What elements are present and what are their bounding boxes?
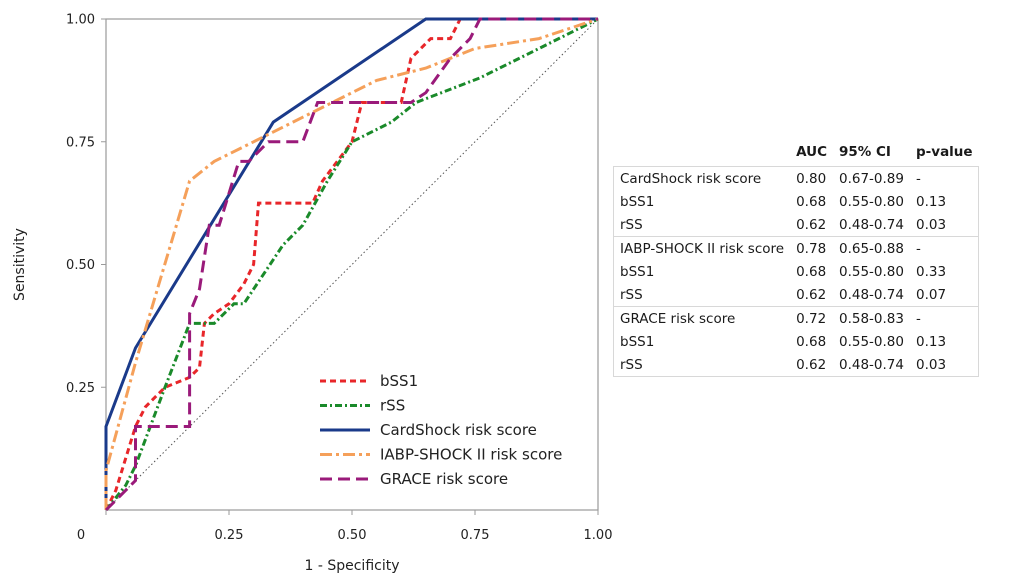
series-layer xyxy=(104,17,599,512)
ci-cell: 0.55-0.80 xyxy=(839,333,904,350)
ci-cell: 0.67-0.89 xyxy=(833,166,910,190)
legend-label-1: rSS xyxy=(380,397,405,415)
y-tick-label: 0.25 xyxy=(66,381,95,396)
table-row: bSS1 0.68 0.55-0.80 0.13 xyxy=(613,190,980,213)
table-row: CardShock risk score 0.80 0.67-0.89- xyxy=(613,166,980,190)
table-row: rSS 0.62 0.48-0.74 0.03 xyxy=(613,213,980,237)
y-tick-label: 0.50 xyxy=(66,258,95,273)
x-tick-label: 0.75 xyxy=(461,528,490,543)
axes: 0 0.25 0.50 0.75 1.00 0.25 0.50 0.75 1.00 1 - Spe… xyxy=(12,13,612,575)
auc-cell: 0.68 xyxy=(796,193,827,210)
legend: bSS1 rSS CardShock risk score IABP-SHOCK II… xyxy=(320,372,562,488)
series-line-0 xyxy=(104,17,598,511)
p-value-cell: - xyxy=(910,236,980,260)
y-tick-label: 1.00 xyxy=(66,13,95,28)
ci-cell: 0.65-0.88 xyxy=(833,236,910,260)
p-value-cell: 0.03 xyxy=(910,353,980,377)
x-tick-label: 0.25 xyxy=(215,528,244,543)
p-value-cell: - xyxy=(910,306,980,330)
x-axis-title: 1 - Specificity xyxy=(304,558,399,574)
series-line-1 xyxy=(104,17,599,511)
auc-cell: 0.62 xyxy=(790,353,833,377)
row-label: CardShock risk score xyxy=(613,166,791,190)
p-value-cell: 0.07 xyxy=(910,283,980,307)
legend-label-0: bSS1 xyxy=(380,372,418,390)
auc-cell: 0.78 xyxy=(790,236,833,260)
y-axis-title: Sensitivity xyxy=(12,228,28,301)
ci-cell: 0.48-0.74 xyxy=(839,286,904,303)
auc-cell: 0.72 xyxy=(790,306,833,330)
header-p-value: p-value xyxy=(916,144,973,160)
auc-cell: 0.62 xyxy=(796,216,827,233)
y-tick-label: 0.75 xyxy=(66,135,95,150)
row-label: bSS1 xyxy=(613,330,791,353)
ci-cell: 0.55-0.80 xyxy=(839,263,904,280)
row-label: rSS xyxy=(613,353,791,377)
table-header-row: AUC 95% CI p-value xyxy=(614,142,979,167)
p-value-cell: 0.13 xyxy=(910,330,980,353)
header-auc: AUC xyxy=(796,144,827,160)
row-label: IABP-SHOCK II risk score xyxy=(613,236,791,260)
auc-cell: 0.80 xyxy=(790,166,833,190)
series-line-2 xyxy=(104,17,598,510)
auc-cell: 0.68 xyxy=(796,333,827,350)
table-row: bSS1 0.68 0.55-0.80 0.13 xyxy=(613,330,980,353)
p-value-cell: - xyxy=(910,166,980,190)
auc-table: AUC 95% CI p-value CardShock risk score 0… xyxy=(613,142,1023,377)
x-tick-label: 0 xyxy=(77,528,85,543)
table-row: bSS1 0.68 0.55-0.80 0.33 xyxy=(613,260,980,283)
legend-label-3: IABP-SHOCK II risk score xyxy=(380,446,562,464)
table-row: rSS 0.62 0.48-0.74 0.07 xyxy=(613,283,980,307)
row-label: bSS1 xyxy=(613,190,791,213)
table-row: rSS 0.62 0.48-0.74 0.03 xyxy=(613,353,980,377)
header-blank xyxy=(614,142,791,167)
legend-label-2: CardShock risk score xyxy=(380,421,537,439)
table-row: IABP-SHOCK II risk score 0.78 0.65-0.88- xyxy=(613,236,980,260)
p-value-cell: 0.13 xyxy=(910,190,980,213)
x-tick-label: 0.50 xyxy=(338,528,367,543)
header-ci: 95% CI xyxy=(839,144,891,160)
x-tick-label: 1.00 xyxy=(584,528,613,543)
legend-label-4: GRACE risk score xyxy=(380,470,508,488)
p-value-cell: 0.03 xyxy=(910,213,980,237)
ci-cell: 0.48-0.74 xyxy=(839,216,904,233)
ci-cell: 0.48-0.74 xyxy=(833,353,910,377)
row-label: rSS xyxy=(613,283,791,307)
series-line-4 xyxy=(104,17,598,512)
auc-cell: 0.62 xyxy=(796,286,827,303)
ci-cell: 0.58-0.83 xyxy=(833,306,910,330)
row-label: rSS xyxy=(613,213,791,237)
row-label: GRACE risk score xyxy=(613,306,791,330)
p-value-cell: 0.33 xyxy=(910,260,980,283)
row-label: bSS1 xyxy=(613,260,791,283)
auc-cell: 0.68 xyxy=(796,263,827,280)
ci-cell: 0.55-0.80 xyxy=(839,193,904,210)
table-row: GRACE risk score 0.72 0.58-0.83- xyxy=(613,306,980,330)
series-line-3 xyxy=(104,17,599,510)
